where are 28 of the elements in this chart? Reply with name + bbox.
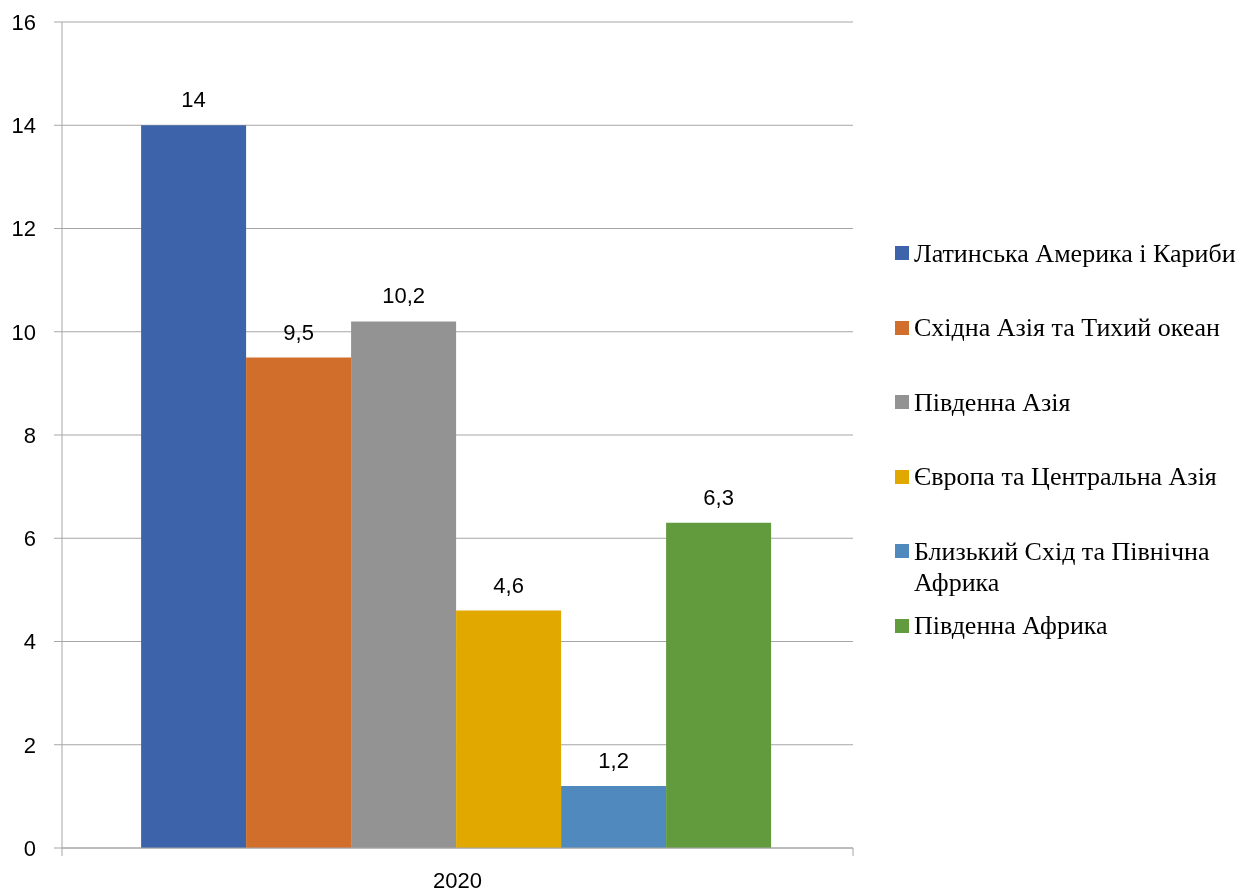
y-tick-label: 12 (11, 216, 36, 242)
bar (561, 786, 667, 848)
y-tick-label: 2 (23, 732, 36, 758)
legend-label: Європа та Центральна Азія (914, 461, 1217, 492)
bar (351, 321, 457, 848)
y-tick-label: 14 (11, 113, 36, 139)
data-label: 9,5 (283, 319, 314, 345)
data-label: 10,2 (382, 283, 426, 309)
data-label: 1,2 (598, 748, 629, 774)
y-tick-label: 0 (23, 835, 36, 861)
data-label: 4,6 (493, 572, 524, 598)
legend-label: Латинська Америка і Кариби (914, 237, 1236, 269)
bar (456, 610, 562, 848)
bar (141, 125, 247, 848)
bar (666, 522, 772, 848)
y-tick-label: 16 (11, 9, 36, 35)
legend-label: Східна Азія та Тихий океан (914, 312, 1220, 343)
y-tick-label: 10 (11, 319, 36, 345)
y-tick-label: 4 (23, 629, 36, 655)
y-tick-label: 8 (23, 422, 36, 448)
y-tick-label: 6 (23, 526, 36, 552)
legend-label: Південна Африка (914, 610, 1108, 641)
x-tick-label: 2020 (433, 867, 482, 891)
legend-label: Південна Азія (914, 386, 1071, 418)
data-label: 6,3 (703, 484, 734, 510)
data-label: 14 (181, 87, 206, 113)
legend-label: Близький Схід та Північна Африка (914, 535, 1211, 598)
bar (246, 357, 352, 848)
